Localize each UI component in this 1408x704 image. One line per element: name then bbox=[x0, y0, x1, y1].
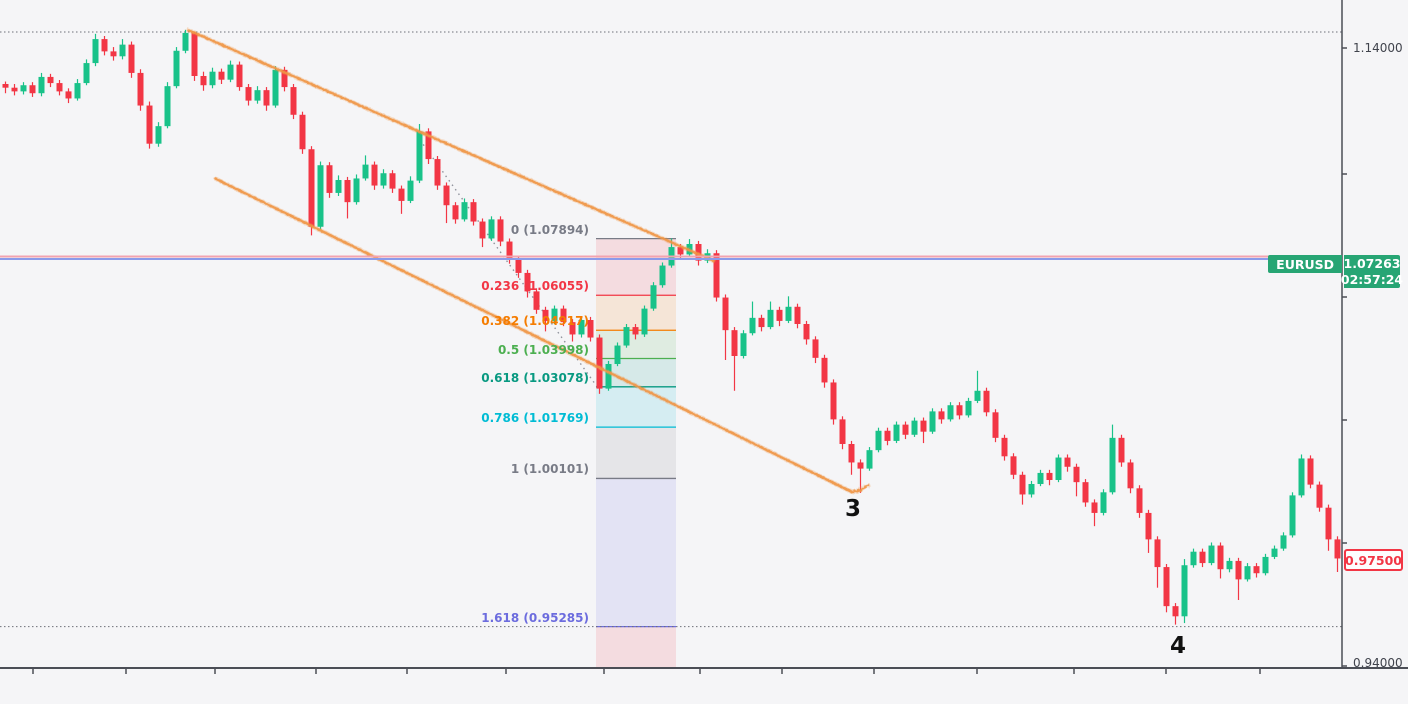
last-price-label[interactable]: 0.97500 bbox=[1344, 549, 1403, 571]
symbol-price-badge[interactable]: EURUSD bbox=[1268, 255, 1342, 273]
snapshot-price: 1.07263 bbox=[1343, 255, 1401, 271]
price-axis-label-bottom: 0.94000 bbox=[1353, 656, 1403, 670]
last-price-value: 0.97500 bbox=[1345, 552, 1402, 568]
snapshot-price-countdown-badge[interactable]: 1.07263 02:57:24 bbox=[1340, 255, 1404, 288]
symbol-name: EURUSD bbox=[1276, 256, 1334, 272]
price-axis-label-top: 1.14000 bbox=[1353, 41, 1403, 55]
bar-countdown: 02:57:24 bbox=[1340, 271, 1404, 287]
